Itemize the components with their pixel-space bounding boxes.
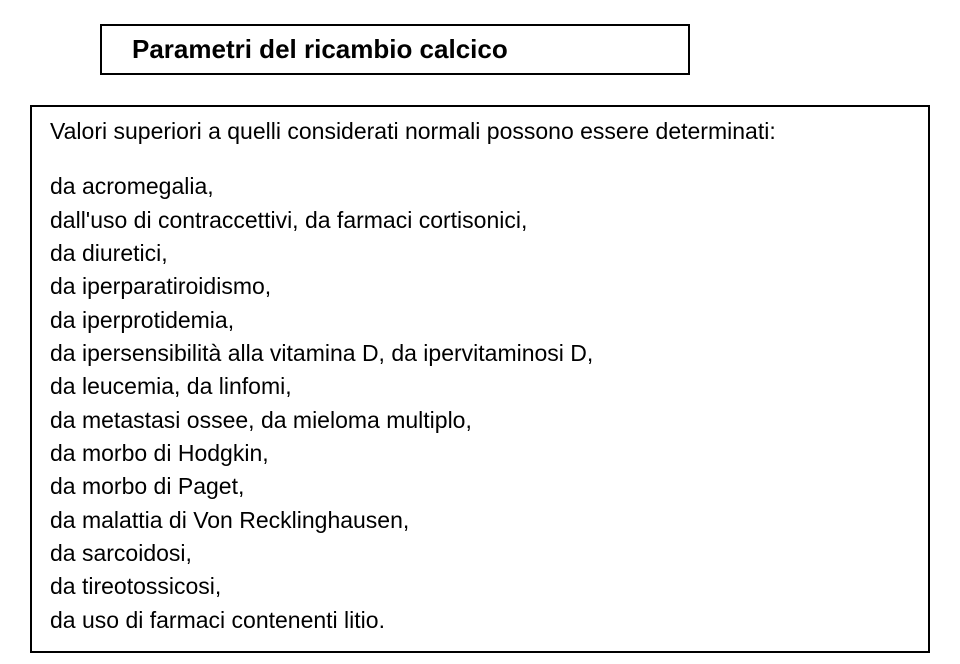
title-box: Parametri del ricambio calcico (100, 24, 690, 75)
slide-page: Parametri del ricambio calcico Valori su… (0, 0, 960, 664)
list-item: dall'uso di contraccettivi, da farmaci c… (50, 204, 910, 237)
list-item: da uso di farmaci contenenti litio. (50, 604, 910, 637)
list-item: da ipersensibilità alla vitamina D, da i… (50, 337, 910, 370)
list-item: da morbo di Paget, (50, 470, 910, 503)
list-item: da tireotossicosi, (50, 570, 910, 603)
list-item: da diuretici, (50, 237, 910, 270)
slide-title: Parametri del ricambio calcico (132, 34, 508, 64)
list-item: da iperprotidemia, (50, 304, 910, 337)
list-item: da malattia di Von Recklinghausen, (50, 504, 910, 537)
list-item: da iperparatiroidismo, (50, 270, 910, 303)
list-item: da morbo di Hodgkin, (50, 437, 910, 470)
body-box: Valori superiori a quelli considerati no… (30, 105, 930, 653)
list-item: da metastasi ossee, da mieloma multiplo, (50, 404, 910, 437)
list-item: da sarcoidosi, (50, 537, 910, 570)
list-item: da acromegalia, (50, 170, 910, 203)
list-item: da leucemia, da linfomi, (50, 370, 910, 403)
intro-text: Valori superiori a quelli considerati no… (50, 115, 910, 148)
